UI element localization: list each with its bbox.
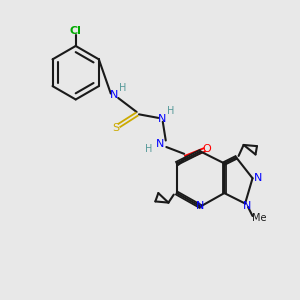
- Text: O: O: [202, 143, 211, 154]
- Text: N: N: [196, 202, 205, 212]
- Text: N: N: [254, 173, 262, 183]
- Text: H: H: [145, 144, 152, 154]
- Text: Me: Me: [252, 213, 266, 224]
- Text: H: H: [167, 106, 174, 116]
- Text: N: N: [158, 114, 166, 124]
- Text: N: N: [110, 90, 118, 100]
- Text: Cl: Cl: [70, 26, 82, 35]
- Text: N: N: [156, 139, 164, 149]
- Text: N: N: [243, 201, 252, 211]
- Text: S: S: [112, 123, 119, 133]
- Text: H: H: [119, 83, 126, 94]
